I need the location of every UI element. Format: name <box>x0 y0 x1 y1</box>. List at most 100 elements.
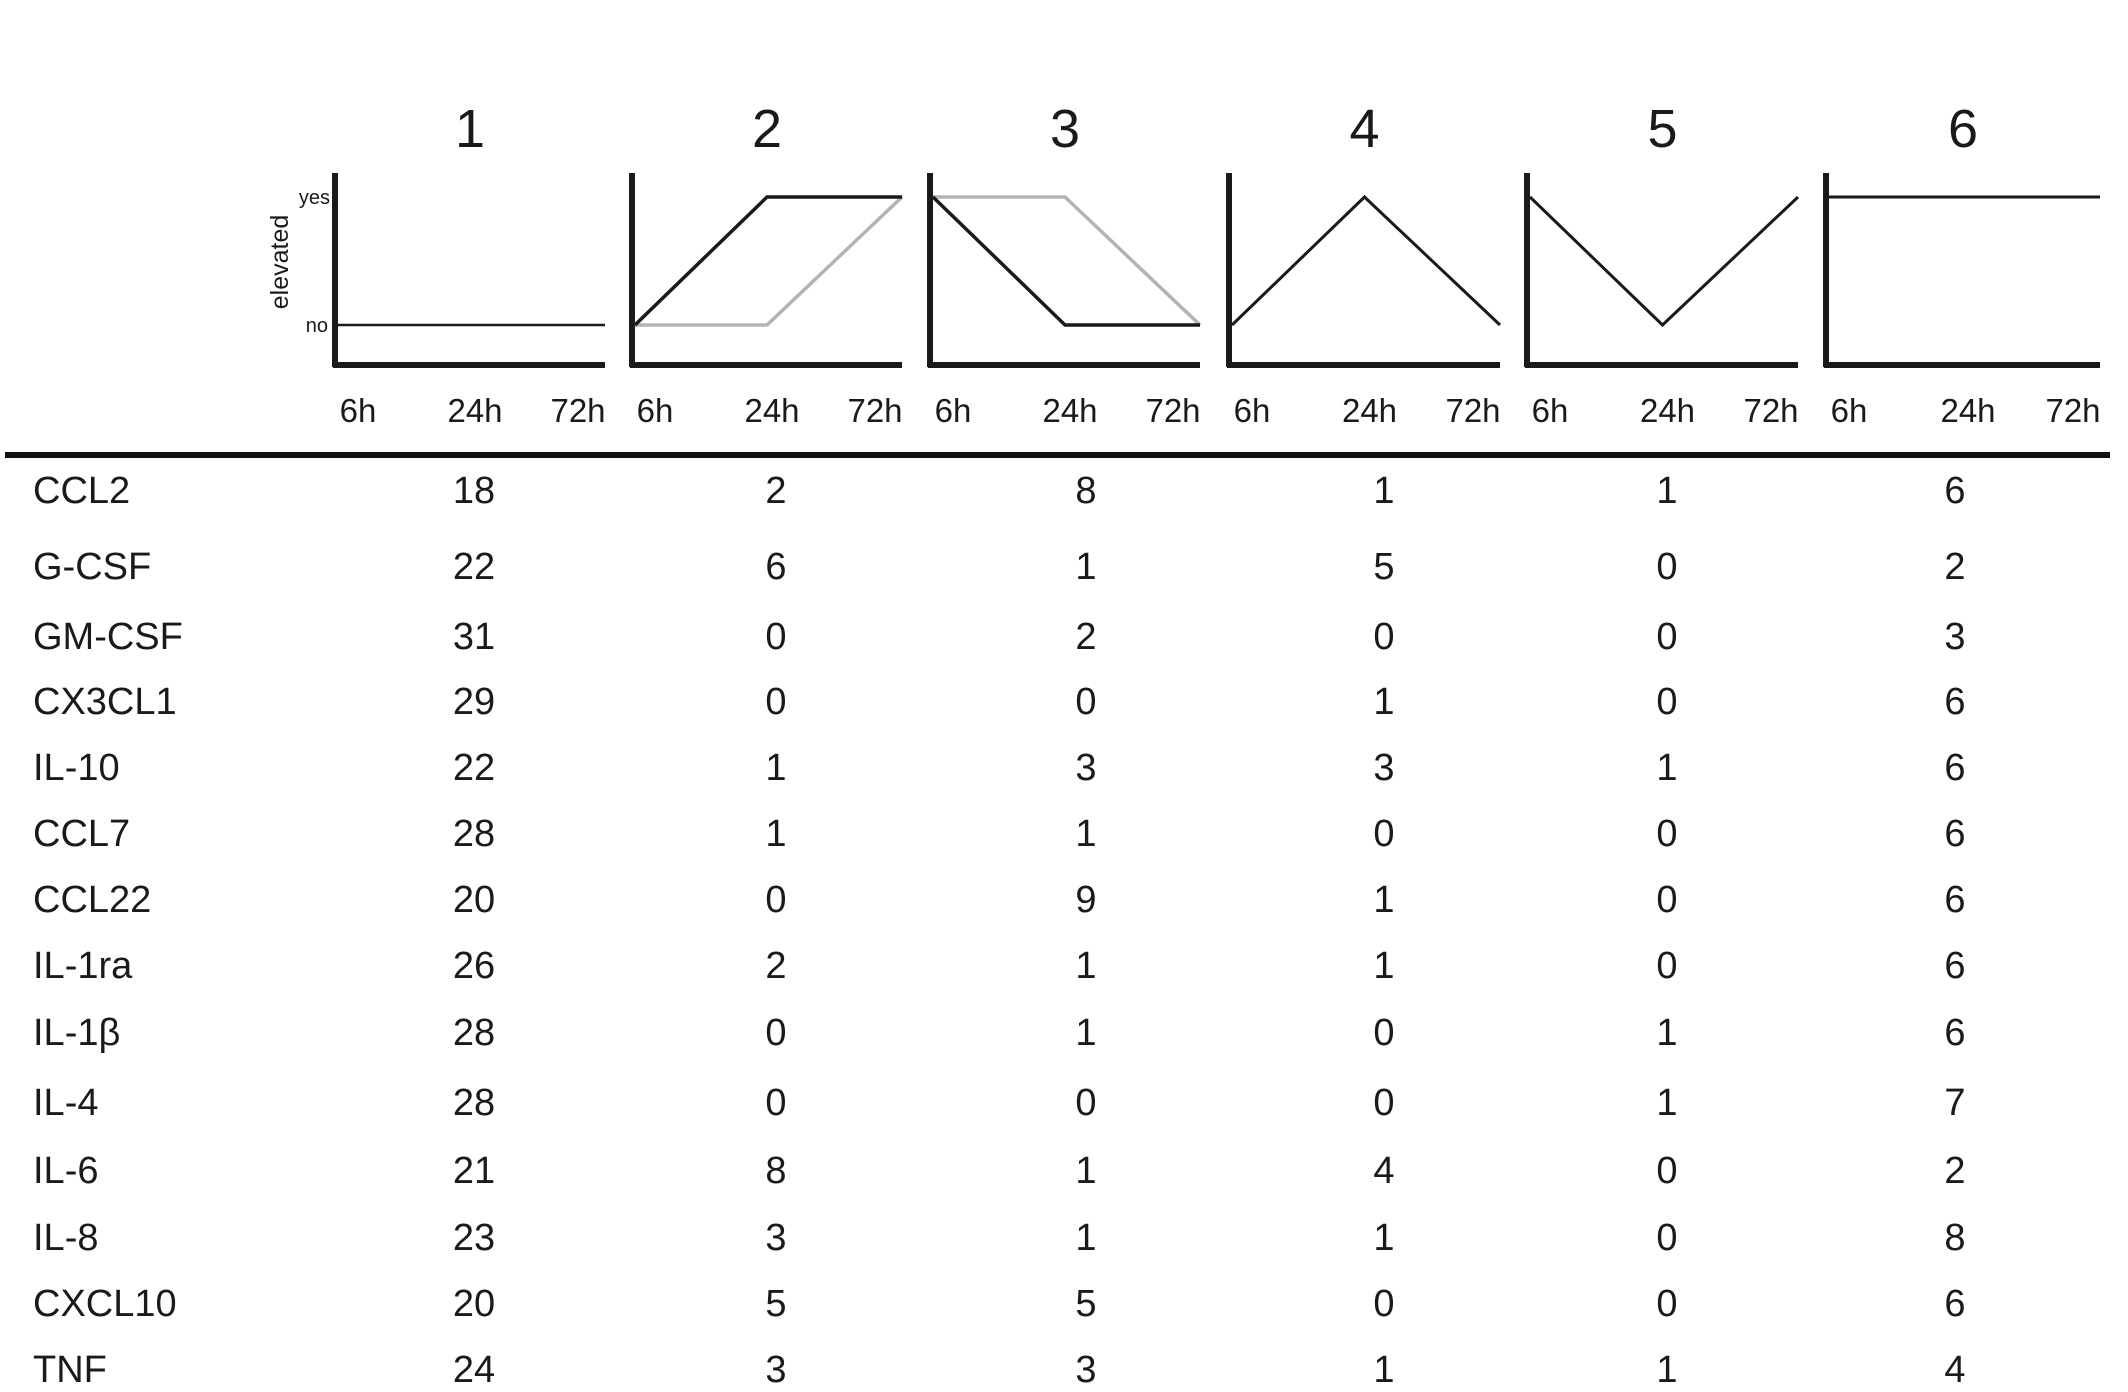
count-cell: 3 <box>1075 747 1096 789</box>
count-cell: 2 <box>765 945 786 987</box>
cytokine-name: IL-4 <box>33 1082 98 1124</box>
time-tick-label: 24h <box>1042 392 1097 429</box>
time-tick-label: 6h <box>1532 392 1569 429</box>
count-cell: 6 <box>1944 470 1965 512</box>
count-cell: 0 <box>1075 1082 1096 1124</box>
count-cell: 0 <box>765 1082 786 1124</box>
count-cell: 3 <box>765 1217 786 1259</box>
count-cell: 28 <box>453 813 495 855</box>
count-cell: 9 <box>1075 879 1096 921</box>
count-cell: 0 <box>1656 546 1677 588</box>
cytokine-name: CXCL10 <box>33 1283 177 1325</box>
table-row: IL-6 21 8 1 4 0 2 <box>33 1150 1966 1192</box>
count-cell: 5 <box>1075 1283 1096 1325</box>
time-tick-label: 72h <box>1445 392 1500 429</box>
count-cell: 28 <box>453 1082 495 1124</box>
count-cell: 6 <box>765 546 786 588</box>
count-cell: 6 <box>1944 747 1965 789</box>
cytokine-name: CCL22 <box>33 879 151 921</box>
count-cell: 21 <box>453 1150 495 1192</box>
pattern-number: 5 <box>1647 99 1677 159</box>
time-tick-label: 24h <box>1342 392 1397 429</box>
pattern-number: 3 <box>1050 99 1080 159</box>
count-cell: 0 <box>1373 813 1394 855</box>
pattern-series-line <box>931 195 1200 327</box>
count-cell: 0 <box>1656 813 1677 855</box>
pattern-panels: 1 6h 24h 72h yes no elevated 2 6h 24h 72h 3 6h 24h 72h… <box>266 99 2101 429</box>
pattern-panel-5: 5 6h 24h 72h <box>1524 99 1800 429</box>
count-cell: 23 <box>453 1217 495 1259</box>
count-cell: 28 <box>453 1012 495 1054</box>
table-row: G-CSF 22 6 1 5 0 2 <box>33 546 1966 588</box>
pattern-panel-4: 4 6h 24h 72h <box>1226 99 1502 429</box>
table-row: IL-8 23 3 1 1 0 8 <box>33 1217 1966 1259</box>
count-cell: 8 <box>1075 470 1096 512</box>
cytokine-name: IL-1β <box>33 1012 120 1054</box>
count-cell: 20 <box>453 1283 495 1325</box>
time-tick-label: 6h <box>637 392 674 429</box>
count-cell: 1 <box>1373 879 1394 921</box>
time-tick-label: 24h <box>1640 392 1695 429</box>
count-cell: 2 <box>765 470 786 512</box>
count-cell: 5 <box>765 1283 786 1325</box>
count-cell: 1 <box>1656 1082 1677 1124</box>
pattern-panel-2: 2 6h 24h 72h <box>629 99 904 429</box>
time-tick-label: 24h <box>447 392 502 429</box>
cytokine-name: CX3CL1 <box>33 681 177 723</box>
count-cell: 1 <box>1075 546 1096 588</box>
count-cell: 0 <box>1656 945 1677 987</box>
count-cell: 6 <box>1944 945 1965 987</box>
table-row: IL-1ra 26 2 1 1 0 6 <box>33 945 1966 987</box>
count-cell: 0 <box>1656 1217 1677 1259</box>
time-tick-label: 72h <box>847 392 902 429</box>
count-cell: 0 <box>765 616 786 658</box>
table-row: GM-CSF 31 0 2 0 0 3 <box>33 616 1966 658</box>
count-cell: 0 <box>1656 616 1677 658</box>
count-cell: 1 <box>1373 945 1394 987</box>
table-row: CX3CL1 29 0 0 1 0 6 <box>33 681 1966 723</box>
pattern-series-line <box>633 195 902 327</box>
count-cell: 0 <box>1656 879 1677 921</box>
count-cell: 1 <box>1656 1012 1677 1054</box>
pattern-panel-3: 3 6h 24h 72h <box>927 99 1202 429</box>
count-cell: 3 <box>1075 1349 1096 1391</box>
count-cell: 6 <box>1944 879 1965 921</box>
pattern-number: 2 <box>752 99 782 159</box>
count-cell: 0 <box>1656 1150 1677 1192</box>
count-cell: 1 <box>1075 1150 1096 1192</box>
count-cell: 6 <box>1944 681 1965 723</box>
cytokine-name: IL-8 <box>33 1217 98 1259</box>
table-row: TNF 24 3 3 1 1 4 <box>33 1349 1966 1391</box>
y-tick-yes: yes <box>299 187 330 209</box>
count-cell: 0 <box>1373 1082 1394 1124</box>
pattern-series-line <box>1230 194 1502 327</box>
table-row: CCL22 20 0 9 1 0 6 <box>33 879 1966 921</box>
table-row: IL-1β 28 0 1 0 1 6 <box>33 1012 1966 1054</box>
count-cell: 29 <box>453 681 495 723</box>
count-cell: 1 <box>1373 681 1394 723</box>
time-tick-label: 6h <box>1234 392 1271 429</box>
count-cell: 2 <box>1944 546 1965 588</box>
pattern-number: 4 <box>1349 99 1379 159</box>
time-tick-label: 72h <box>550 392 605 429</box>
count-cell: 1 <box>1656 1349 1677 1391</box>
table-row: CXCL10 20 5 5 0 0 6 <box>33 1283 1966 1325</box>
table-row: IL-4 28 0 0 0 1 7 <box>33 1082 1966 1124</box>
count-cell: 1 <box>1373 470 1394 512</box>
count-cell: 1 <box>1656 747 1677 789</box>
time-tick-label: 24h <box>744 392 799 429</box>
count-cell: 1 <box>1075 813 1096 855</box>
count-cell: 8 <box>1944 1217 1965 1259</box>
count-cell: 6 <box>1944 1012 1965 1054</box>
count-cell: 1 <box>1075 1012 1096 1054</box>
cytokine-name: CCL7 <box>33 813 130 855</box>
count-cell: 1 <box>1373 1349 1394 1391</box>
count-cell: 1 <box>1373 1217 1394 1259</box>
count-cell: 1 <box>1656 470 1677 512</box>
time-tick-label: 72h <box>1743 392 1798 429</box>
count-cell: 0 <box>765 1012 786 1054</box>
count-cell: 0 <box>765 879 786 921</box>
count-cell: 3 <box>765 1349 786 1391</box>
time-tick-label: 6h <box>1831 392 1868 429</box>
